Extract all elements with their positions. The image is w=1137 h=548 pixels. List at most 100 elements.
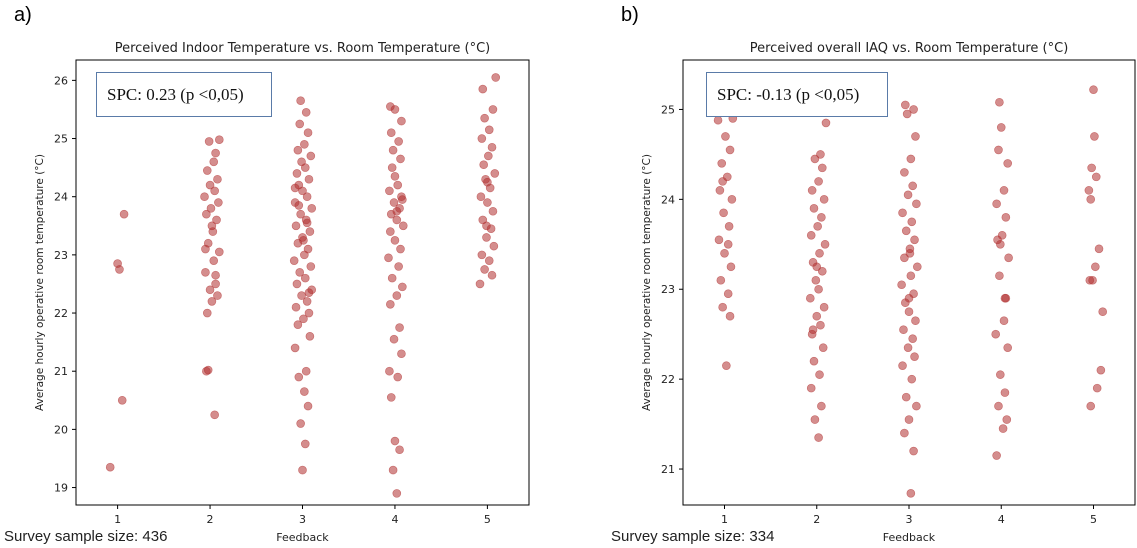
data-point bbox=[1084, 186, 1094, 195]
data-point bbox=[900, 168, 909, 177]
data-point bbox=[294, 372, 304, 382]
data-point bbox=[996, 123, 1006, 132]
data-point bbox=[289, 256, 299, 265]
data-point bbox=[812, 311, 822, 321]
data-point bbox=[302, 218, 312, 228]
data-point bbox=[298, 465, 307, 475]
data-point bbox=[1086, 401, 1096, 411]
data-point bbox=[202, 308, 212, 318]
x-tick-label: 4 bbox=[391, 513, 398, 526]
data-point bbox=[395, 445, 404, 455]
data-point bbox=[398, 195, 407, 204]
data-point bbox=[214, 198, 223, 207]
data-point bbox=[396, 244, 405, 254]
data-point bbox=[384, 253, 393, 263]
data-point bbox=[300, 439, 310, 449]
data-point bbox=[489, 241, 499, 251]
data-point bbox=[806, 383, 816, 393]
data-point bbox=[480, 113, 489, 123]
data-point bbox=[1089, 85, 1098, 94]
data-point bbox=[387, 163, 397, 172]
data-point bbox=[300, 387, 309, 396]
y-tick-label: 22 bbox=[54, 307, 68, 320]
data-point bbox=[477, 134, 487, 143]
y-tick-label: 25 bbox=[54, 133, 68, 146]
data-point bbox=[211, 270, 220, 280]
data-point bbox=[992, 451, 1001, 460]
data-point bbox=[303, 401, 313, 411]
data-point bbox=[908, 334, 917, 343]
data-point bbox=[716, 275, 726, 285]
data-point bbox=[814, 433, 823, 442]
data-point bbox=[910, 235, 919, 245]
data-point bbox=[478, 84, 488, 94]
data-point bbox=[715, 186, 725, 195]
data-point bbox=[302, 297, 312, 306]
data-point bbox=[304, 288, 314, 297]
data-point bbox=[393, 372, 403, 382]
y-tick-label: 19 bbox=[54, 482, 68, 495]
x-axis-label: Feedback bbox=[276, 531, 329, 544]
data-point bbox=[726, 262, 736, 272]
data-point bbox=[991, 329, 1001, 339]
data-point bbox=[906, 489, 916, 498]
x-tick-label: 1 bbox=[721, 513, 728, 526]
data-point bbox=[483, 177, 492, 187]
data-point bbox=[913, 262, 922, 272]
data-point bbox=[205, 180, 215, 190]
data-point bbox=[724, 222, 734, 231]
data-point bbox=[293, 145, 303, 155]
y-axis-label: Average hourly operative room temperatur… bbox=[641, 154, 653, 411]
data-point bbox=[809, 204, 819, 213]
data-point bbox=[484, 151, 493, 161]
spc-box-b: SPC: -0.13 (p <0,05) bbox=[706, 72, 888, 117]
data-point bbox=[817, 163, 827, 173]
data-point bbox=[487, 142, 497, 152]
data-point bbox=[390, 172, 400, 181]
data-point bbox=[812, 262, 822, 272]
data-point bbox=[386, 102, 395, 111]
data-point bbox=[817, 266, 827, 276]
data-point bbox=[720, 248, 729, 258]
data-point bbox=[209, 157, 219, 167]
data-point bbox=[211, 148, 220, 158]
y-tick-label: 25 bbox=[661, 103, 675, 116]
data-point bbox=[393, 180, 403, 190]
data-point bbox=[722, 361, 731, 370]
data-point bbox=[811, 275, 821, 285]
data-point bbox=[295, 268, 305, 277]
data-point bbox=[816, 150, 825, 159]
data-point bbox=[389, 334, 399, 344]
data-point bbox=[1003, 343, 1013, 352]
data-point bbox=[992, 199, 1001, 209]
data-point bbox=[809, 356, 819, 366]
data-point bbox=[213, 174, 222, 184]
x-axis-label: Feedback bbox=[883, 531, 936, 544]
y-tick-label: 21 bbox=[54, 365, 68, 378]
data-point bbox=[386, 300, 395, 309]
data-point bbox=[900, 253, 909, 263]
data-point bbox=[808, 325, 818, 334]
x-tick-label: 2 bbox=[813, 513, 820, 526]
data-point bbox=[201, 244, 210, 254]
data-point bbox=[307, 204, 317, 213]
data-point bbox=[479, 160, 489, 170]
data-point bbox=[906, 271, 916, 281]
y-tick-label: 22 bbox=[661, 373, 675, 386]
x-tick-label: 5 bbox=[1090, 513, 1097, 526]
y-tick-label: 23 bbox=[661, 283, 675, 296]
panel-letter-a: a) bbox=[14, 4, 32, 26]
data-point bbox=[912, 199, 921, 209]
data-point bbox=[301, 108, 311, 117]
data-point bbox=[398, 221, 408, 231]
data-point bbox=[721, 132, 730, 141]
data-point bbox=[999, 316, 1009, 326]
data-point bbox=[297, 291, 306, 300]
data-point bbox=[995, 97, 1004, 107]
data-point bbox=[900, 428, 909, 438]
data-point bbox=[1000, 388, 1010, 397]
data-point bbox=[388, 145, 398, 155]
y-tick-label: 20 bbox=[54, 423, 68, 436]
data-point bbox=[1098, 307, 1108, 317]
data-point bbox=[1004, 253, 1013, 263]
